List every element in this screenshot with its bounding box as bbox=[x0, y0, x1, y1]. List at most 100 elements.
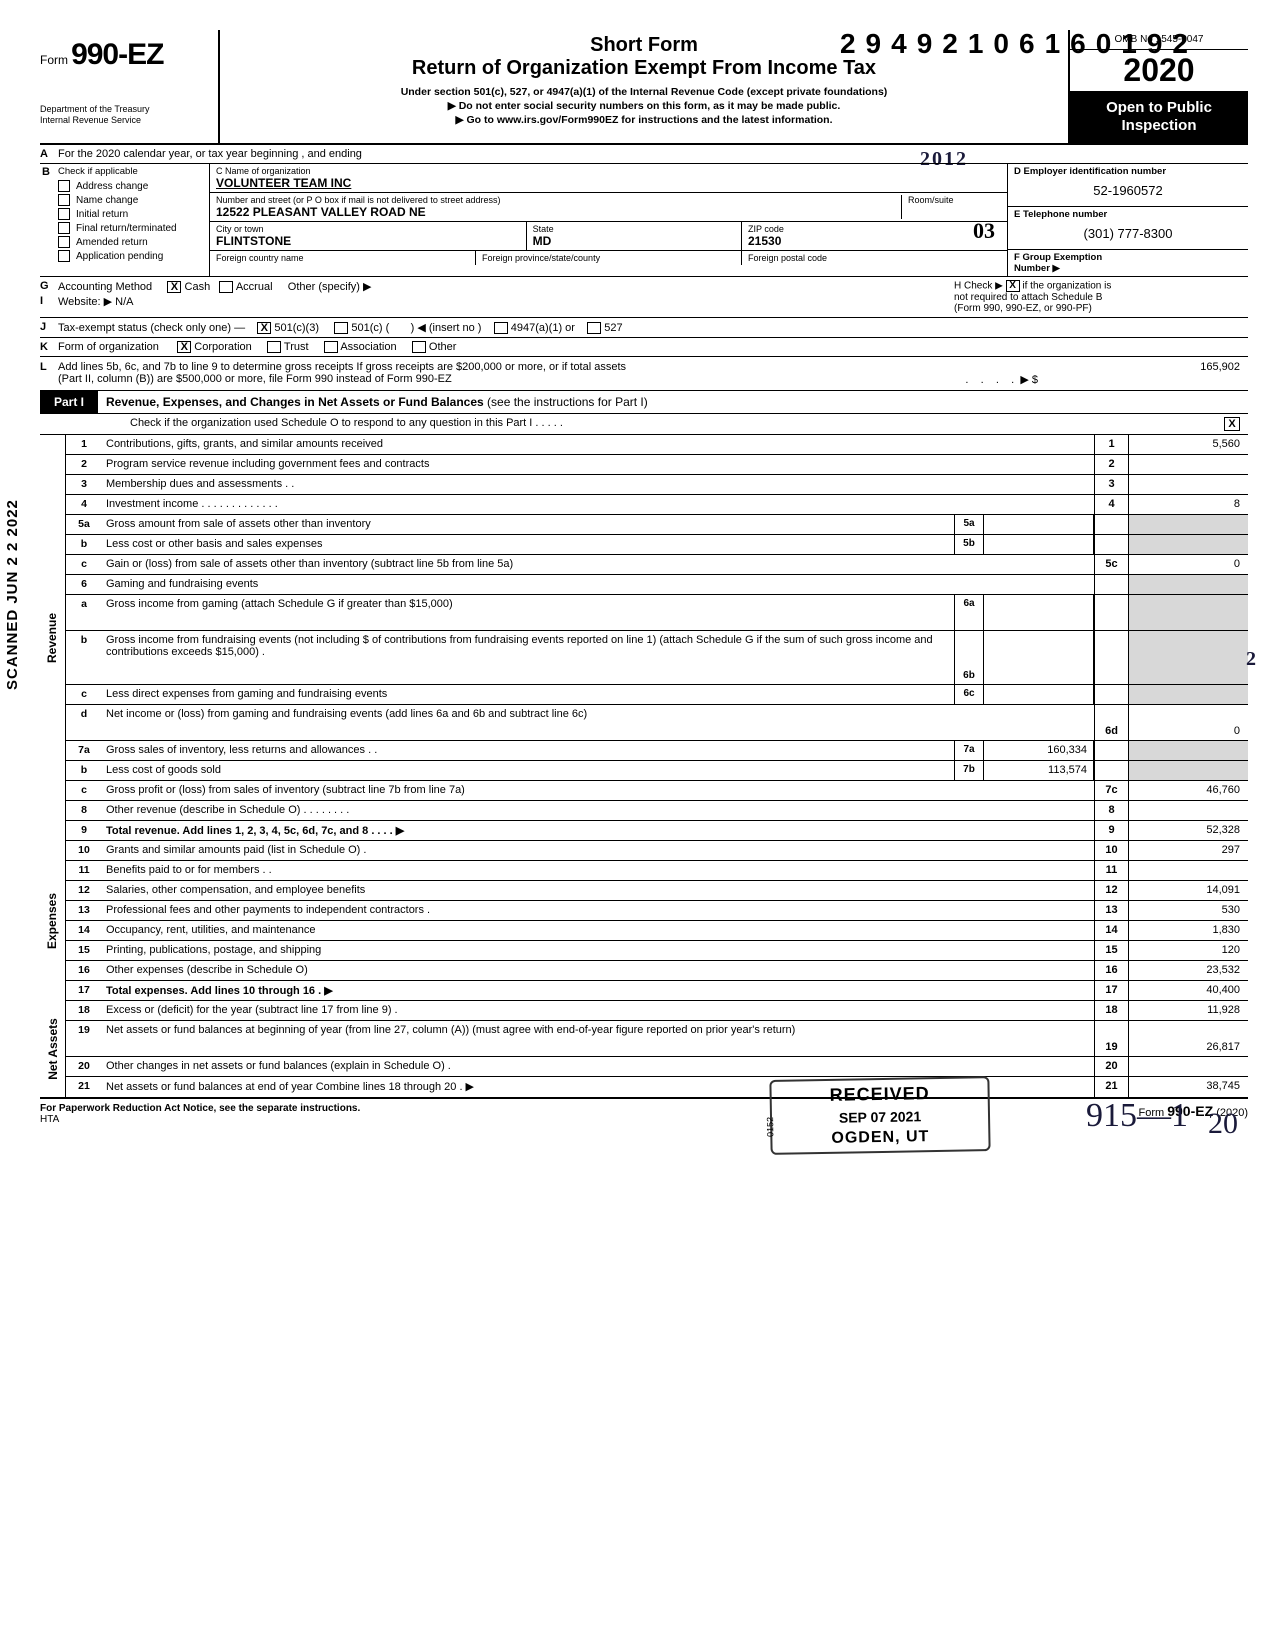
l-text1: Add lines 5b, 6c, and 7b to line 9 to de… bbox=[58, 361, 1088, 373]
org-name: VOLUNTEER TEAM INC bbox=[216, 176, 1001, 190]
stamp-received: RECEIVED bbox=[771, 1082, 987, 1107]
foreign-country-label: Foreign country name bbox=[210, 251, 476, 265]
r19-desc: Net assets or fund balances at beginning… bbox=[102, 1021, 1094, 1056]
r4-num: 4 bbox=[66, 495, 102, 514]
revenue-section: Revenue 1Contributions, gifts, grants, a… bbox=[40, 435, 1248, 841]
r8-val bbox=[1128, 801, 1248, 820]
g-accrual: Accrual bbox=[236, 281, 273, 293]
r2-num: 2 bbox=[66, 455, 102, 474]
signature-2: 20 bbox=[1208, 1107, 1238, 1141]
phone: (301) 777-8300 bbox=[1014, 220, 1242, 247]
foreign-postal-label: Foreign postal code bbox=[742, 251, 1007, 265]
chk-501c[interactable] bbox=[334, 322, 348, 334]
chk-app-pending[interactable]: Application pending bbox=[58, 249, 209, 263]
r6b-rv bbox=[1128, 631, 1248, 684]
r18-desc: Excess or (deficit) for the year (subtra… bbox=[102, 1001, 1094, 1020]
chk-4947[interactable] bbox=[494, 322, 508, 334]
r6a-rn bbox=[1094, 595, 1128, 630]
chk-amended[interactable]: Amended return bbox=[58, 235, 209, 249]
chk-final-return[interactable]: Final return/terminated bbox=[58, 221, 209, 235]
g-other: Other (specify) ▶ bbox=[288, 281, 372, 293]
org-address: 12522 PLEASANT VALLEY ROAD NE bbox=[216, 205, 901, 219]
r7a-num: 7a bbox=[66, 741, 102, 760]
chk-h[interactable]: X bbox=[1006, 280, 1020, 292]
k-text: Form of organization bbox=[58, 341, 159, 353]
r12-rn: 12 bbox=[1094, 881, 1128, 900]
r19-val: 26,817 bbox=[1128, 1021, 1248, 1056]
r5b-mn: 5b bbox=[954, 535, 984, 554]
r7b-rv bbox=[1128, 761, 1248, 780]
r13-num: 13 bbox=[66, 901, 102, 920]
col-c: C Name of organization VOLUNTEER TEAM IN… bbox=[210, 164, 1008, 276]
stamp-code: 0152 bbox=[765, 1117, 775, 1137]
r12-desc: Salaries, other compensation, and employ… bbox=[102, 881, 1094, 900]
r18-rn: 18 bbox=[1094, 1001, 1128, 1020]
chk-527[interactable] bbox=[587, 322, 601, 334]
c-addr-label: Number and street (or P O box if mail is… bbox=[216, 195, 901, 205]
signature-1: 915—1 bbox=[1086, 1097, 1188, 1135]
r15-num: 15 bbox=[66, 941, 102, 960]
r4-rn: 4 bbox=[1094, 495, 1128, 514]
r2-desc: Program service revenue including govern… bbox=[102, 455, 1094, 474]
r7b-mv: 113,574 bbox=[984, 761, 1094, 780]
chk-address-change[interactable]: Address change bbox=[58, 179, 209, 193]
j-4947: 4947(a)(1) or bbox=[511, 322, 575, 334]
j-text: Tax-exempt status (check only one) — bbox=[58, 322, 245, 334]
r7a-mv: 160,334 bbox=[984, 741, 1094, 760]
r3-num: 3 bbox=[66, 475, 102, 494]
chk-corp[interactable]: X bbox=[177, 341, 191, 353]
col-def: D Employer identification number 52-1960… bbox=[1008, 164, 1248, 276]
org-city: FLINTSTONE bbox=[216, 234, 520, 248]
open-to-public: Open to Public Inspection bbox=[1070, 91, 1248, 143]
chk-initial-return[interactable]: Initial return bbox=[58, 207, 209, 221]
chk-cash[interactable]: X bbox=[167, 281, 181, 293]
r20-val bbox=[1128, 1057, 1248, 1076]
r15-desc: Printing, publications, postage, and shi… bbox=[102, 941, 1094, 960]
r5a-mv bbox=[984, 515, 1094, 534]
r7b-desc: Less cost of goods sold bbox=[102, 761, 954, 780]
part1-header: Part I Revenue, Expenses, and Changes in… bbox=[40, 390, 1248, 414]
l-amt-label: ▶ $ bbox=[1020, 374, 1038, 386]
r14-desc: Occupancy, rent, utilities, and maintena… bbox=[102, 921, 1094, 940]
r13-val: 530 bbox=[1128, 901, 1248, 920]
r5b-mv bbox=[984, 535, 1094, 554]
r18-val: 11,928 bbox=[1128, 1001, 1248, 1020]
r19-num: 19 bbox=[66, 1021, 102, 1056]
r6a-num: a bbox=[66, 595, 102, 630]
h-label2: if the organization is bbox=[1022, 281, 1111, 292]
chk-501c3[interactable]: X bbox=[257, 322, 271, 334]
state-label: State bbox=[533, 224, 735, 234]
r6-rn bbox=[1094, 575, 1128, 594]
footer: For Paperwork Reduction Act Notice, see … bbox=[40, 1099, 1248, 1125]
r6b-desc: Gross income from fundraising events (no… bbox=[102, 631, 954, 684]
gross-receipts: 165,902 bbox=[1088, 361, 1248, 386]
e-phone-label: E Telephone number bbox=[1014, 209, 1242, 220]
r13-rn: 13 bbox=[1094, 901, 1128, 920]
r6a-desc: Gross income from gaming (attach Schedul… bbox=[102, 595, 954, 630]
netassets-section: Net Assets 18Excess or (deficit) for the… bbox=[40, 1001, 1248, 1099]
r2-rn: 2 bbox=[1094, 455, 1128, 474]
r5c-num: c bbox=[66, 555, 102, 574]
chk-assoc[interactable] bbox=[324, 341, 338, 353]
r6b-mv bbox=[984, 631, 1094, 684]
r3-rn: 3 bbox=[1094, 475, 1128, 494]
part1-tag: Part I bbox=[40, 391, 98, 413]
zip-label: ZIP code bbox=[748, 224, 1001, 234]
r7b-mn: 7b bbox=[954, 761, 984, 780]
r6d-val: 0 bbox=[1128, 705, 1248, 740]
chk-accrual[interactable] bbox=[219, 281, 233, 293]
chk-name-change[interactable]: Name change bbox=[58, 193, 209, 207]
chk-other-org[interactable] bbox=[412, 341, 426, 353]
chk-schedule-o[interactable]: X bbox=[1224, 417, 1240, 431]
line-j: Tax-exempt status (check only one) — X 5… bbox=[40, 318, 1248, 338]
chk-trust[interactable] bbox=[267, 341, 281, 353]
g-cash: Cash bbox=[185, 281, 211, 293]
r9-val: 52,328 bbox=[1128, 821, 1248, 840]
side-revenue: Revenue bbox=[40, 435, 66, 841]
schedule-o-row: Check if the organization used Schedule … bbox=[40, 414, 1248, 435]
r5a-rv bbox=[1128, 515, 1248, 534]
line-a: For the 2020 calendar year, or tax year … bbox=[40, 145, 1248, 164]
line-l: Add lines 5b, 6c, and 7b to line 9 to de… bbox=[40, 357, 1248, 390]
r6b-num: b bbox=[66, 631, 102, 684]
dept-treasury: Department of the Treasury Internal Reve… bbox=[40, 104, 214, 126]
